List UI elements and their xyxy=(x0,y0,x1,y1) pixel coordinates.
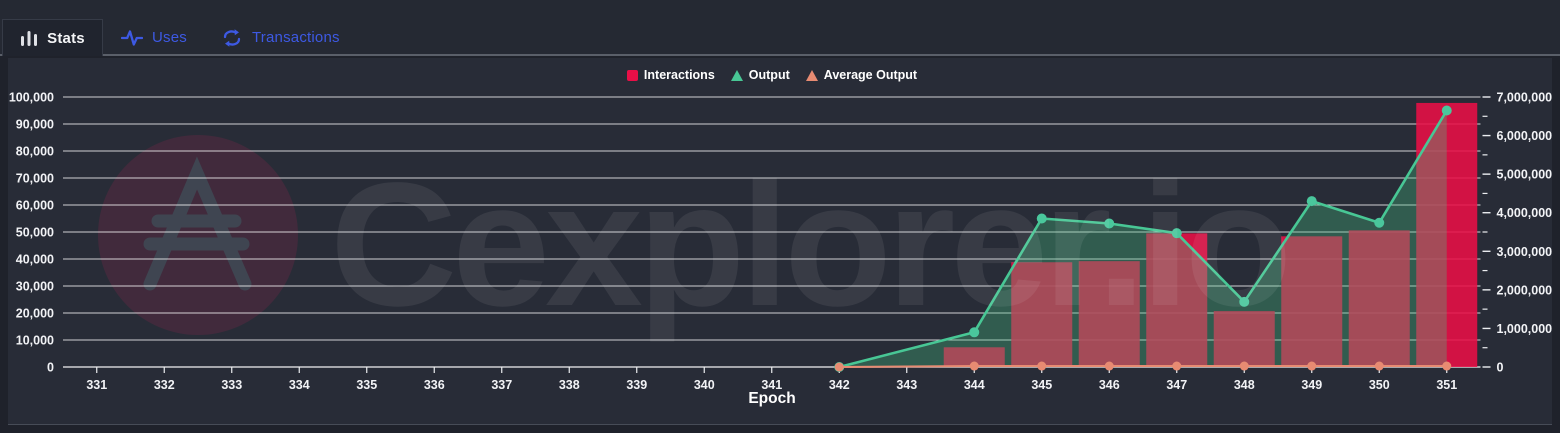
output-point[interactable] xyxy=(1036,213,1047,224)
right-axis-tick-label: 5,000,000 xyxy=(1497,168,1553,182)
cycle-arrows-icon xyxy=(223,28,241,47)
average-output-point[interactable] xyxy=(834,362,844,372)
tab-transactions[interactable]: Transactions xyxy=(221,19,340,56)
activity-icon xyxy=(121,29,143,46)
x-axis-tick-label: 345 xyxy=(1031,378,1052,392)
tab-uses-label: Uses xyxy=(152,29,187,46)
average-output-point[interactable] xyxy=(1037,361,1047,371)
tab-uses[interactable]: Uses xyxy=(121,19,187,56)
left-axis-tick-label: 80,000 xyxy=(16,145,54,159)
x-axis-tick-label: 347 xyxy=(1166,378,1187,392)
tab-stats-label: Stats xyxy=(47,29,85,47)
tab-transactions-label: Transactions xyxy=(252,29,340,46)
output-point[interactable] xyxy=(1104,218,1115,229)
x-axis-tick-label: 331 xyxy=(86,378,107,392)
bar-chart-icon xyxy=(21,31,38,46)
x-axis-tick-label: 332 xyxy=(154,378,175,392)
left-axis-tick-label: 10,000 xyxy=(16,334,54,348)
right-axis-tick-label: 2,000,000 xyxy=(1497,283,1553,297)
x-axis-tick-label: 348 xyxy=(1234,378,1255,392)
right-axis-tick-label: 6,000,000 xyxy=(1497,129,1553,143)
left-axis-tick-label: 0 xyxy=(47,361,54,375)
x-axis-title: Epoch xyxy=(748,390,796,407)
right-axis-tick-label: 1,000,000 xyxy=(1497,322,1553,336)
output-area xyxy=(839,110,1447,367)
x-axis-tick-label: 343 xyxy=(896,378,917,392)
output-point[interactable] xyxy=(1306,196,1317,207)
output-point[interactable] xyxy=(969,327,980,338)
x-axis-tick-label: 338 xyxy=(559,378,580,392)
average-output-point[interactable] xyxy=(1307,361,1317,371)
epoch-chart: 0 10,000 20,000 30,000 40,000 50,000 60,000 70,… xyxy=(9,91,1553,393)
average-output-point[interactable] xyxy=(1104,361,1114,371)
x-axis-tick-label: 350 xyxy=(1369,378,1390,392)
bar-interactions[interactable] xyxy=(1213,311,1275,367)
average-output-point[interactable] xyxy=(969,361,979,371)
x-axis-tick-label: 346 xyxy=(1099,378,1120,392)
right-axis-tick-label: 3,000,000 xyxy=(1497,245,1553,259)
x-axis-tick-label: 344 xyxy=(964,378,985,392)
x-axis-tick-label: 337 xyxy=(491,378,512,392)
bar-interactions[interactable] xyxy=(1416,102,1478,367)
left-axis-tick-label: 30,000 xyxy=(16,280,54,294)
bar-interactions[interactable] xyxy=(1281,236,1343,367)
left-axis-tick-label: 70,000 xyxy=(16,172,54,186)
output-point[interactable] xyxy=(1441,105,1452,116)
output-point[interactable] xyxy=(1171,228,1182,239)
bar-interactions[interactable] xyxy=(1348,230,1410,367)
left-axis-tick-label: 50,000 xyxy=(16,226,54,240)
output-point[interactable] xyxy=(1239,296,1250,307)
left-axis-tick-label: 20,000 xyxy=(16,307,54,321)
x-axis-tick-label: 334 xyxy=(289,378,310,392)
average-output-line xyxy=(839,365,1447,368)
output-point[interactable] xyxy=(1374,217,1385,228)
x-axis-tick-label: 340 xyxy=(694,378,715,392)
x-axis-tick-label: 339 xyxy=(626,378,647,392)
left-axis-tick-label: 60,000 xyxy=(16,199,54,213)
average-output-point[interactable] xyxy=(1442,361,1452,371)
x-axis-tick-label: 333 xyxy=(221,378,242,392)
bar-interactions[interactable] xyxy=(943,347,1005,367)
x-axis-tick-label: 341 xyxy=(761,378,782,392)
x-axis-tick-label: 335 xyxy=(356,378,377,392)
left-axis-tick-label: 100,000 xyxy=(9,91,54,105)
right-axis-tick-label: 0 xyxy=(1497,361,1504,375)
right-axis-tick-label: 7,000,000 xyxy=(1497,91,1553,105)
average-output-point[interactable] xyxy=(1374,361,1384,371)
x-axis-tick-label: 342 xyxy=(829,378,850,392)
average-output-point[interactable] xyxy=(1172,361,1182,371)
average-output-point[interactable] xyxy=(1239,361,1249,371)
bar-interactions[interactable] xyxy=(1078,261,1140,367)
right-axis-tick-label: 4,000,000 xyxy=(1497,206,1553,220)
left-axis-tick-label: 40,000 xyxy=(16,253,54,267)
left-axis-tick-label: 90,000 xyxy=(16,118,54,132)
tab-stats[interactable]: Stats xyxy=(2,19,103,56)
x-axis-tick-label: 351 xyxy=(1436,378,1457,392)
bar-interactions[interactable] xyxy=(1011,262,1073,367)
tab-bar: Stats Uses Transactions xyxy=(0,0,1560,56)
x-axis-tick-label: 349 xyxy=(1301,378,1322,392)
x-axis-tick-label: 336 xyxy=(424,378,445,392)
chart-panel: 0 10,000 20,000 30,000 40,000 50,000 60,000 70,… xyxy=(8,58,1552,425)
